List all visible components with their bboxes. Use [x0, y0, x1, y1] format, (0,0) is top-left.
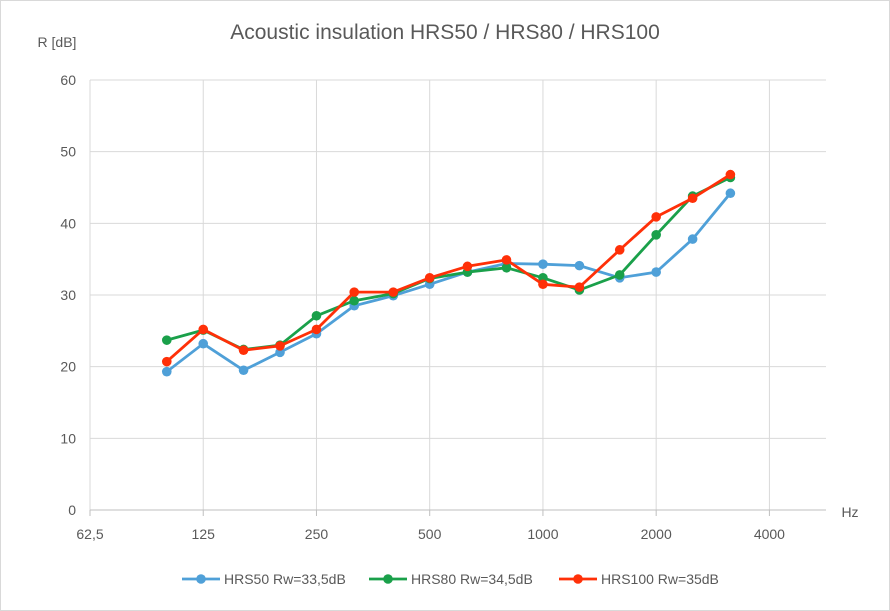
legend-marker-2 [383, 574, 393, 584]
data-point [651, 212, 661, 222]
legend-label-1: HRS50 Rw=33,5dB [224, 571, 346, 587]
data-point [501, 255, 512, 265]
legend-label-2: HRS80 Rw=34,5dB [411, 571, 533, 587]
data-point [349, 287, 360, 297]
x-tick-label: 250 [305, 526, 329, 542]
y-tick-label: 10 [60, 430, 76, 446]
x-tick-label: 500 [418, 526, 442, 542]
data-point [238, 345, 249, 355]
data-point [349, 295, 360, 306]
series-line-1 [165, 192, 732, 373]
data-point [311, 324, 322, 335]
x-axis-label: Hz [841, 504, 858, 520]
data-point [725, 188, 736, 199]
x-tick-label: 2000 [641, 526, 672, 542]
data-point [198, 338, 209, 349]
data-point [614, 245, 625, 255]
data-point [574, 282, 585, 292]
data-point [501, 262, 512, 273]
data-point [538, 259, 548, 269]
x-tick-label: 62,5 [76, 526, 103, 542]
y-tick-label: 40 [60, 215, 76, 231]
data-point [651, 267, 661, 277]
x-tick-label: 4000 [754, 526, 785, 542]
data-point [424, 273, 435, 283]
data-point [161, 335, 172, 345]
y-tick-label: 50 [60, 144, 76, 160]
legend: HRS50 Rw=33,5dB HRS80 Rw=34,5dB HRS100 Rw=… [182, 571, 719, 587]
data-point [388, 287, 399, 297]
y-axis-label: R [dB] [38, 34, 77, 50]
chart-title: Acoustic insulation HRS50 / HRS80 / HRS1… [230, 21, 660, 44]
data-point [614, 270, 625, 280]
data-point [725, 169, 736, 180]
data-point [311, 310, 322, 321]
y-tick-label: 60 [60, 72, 76, 88]
data-point [198, 324, 209, 335]
series-line-2 [166, 176, 732, 351]
data-point [538, 279, 548, 290]
legend-marker-1 [196, 574, 206, 584]
x-tick-label: 125 [192, 526, 216, 542]
gridlines [89, 79, 826, 516]
data-point [687, 234, 698, 244]
data-point [161, 356, 172, 367]
data-point [651, 230, 661, 240]
y-tick-label: 0 [68, 502, 76, 518]
data-point [275, 341, 285, 351]
y-tick-label: 20 [60, 359, 76, 375]
data-point [238, 365, 249, 376]
data-series [161, 169, 736, 377]
x-tick-label: 1000 [527, 526, 558, 542]
data-point [462, 261, 473, 272]
data-point [161, 366, 172, 377]
legend-marker-3 [573, 574, 583, 584]
series-line-3 [165, 173, 732, 363]
data-point [574, 260, 585, 271]
data-point [687, 193, 698, 204]
tick-labels: 0 10 20 30 40 50 60 62,5 125 250 500 1000 2000 4000 [60, 72, 785, 542]
y-tick-label: 30 [60, 287, 76, 303]
legend-label-3: HRS100 Rw=35dB [601, 571, 719, 587]
